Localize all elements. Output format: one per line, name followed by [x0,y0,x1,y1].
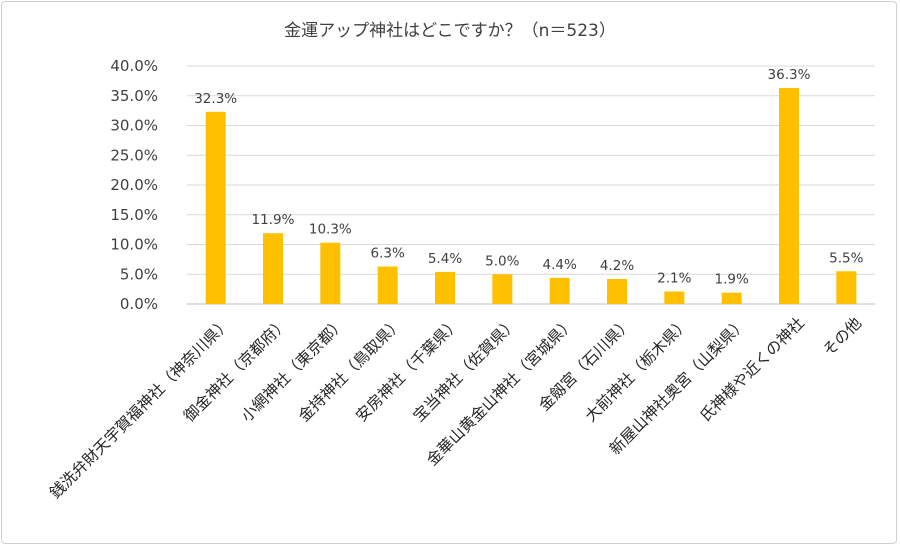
x-tick-label: 金持神社（鳥取県） [295,314,406,425]
bar [435,271,455,304]
gridlines [187,65,875,305]
x-axis: 銭洗弁財天宇賀福神社（神奈川県）御金神社（京都府）小網神社（東京都）金持神社（鳥… [46,314,865,502]
data-label: 4.2% [600,258,634,274]
x-tick-label: 小網神社（東京都） [238,314,349,425]
data-labels: 32.3% 11.9% 10.3% 6.3% 5.4% 5.0% 4.4% 4.2% 2.1% 1… [194,67,863,288]
bar [205,111,226,304]
bar [664,291,685,304]
data-label: 5.5% [829,250,863,266]
bars [205,88,857,304]
x-tick-label: 御金神社（京都府） [180,314,291,425]
y-tick-label: 15.0% [110,206,158,224]
data-label: 36.3% [768,67,811,83]
bar [492,274,513,304]
data-label: 4.4% [543,257,577,273]
data-label: 6.3% [371,246,405,262]
bar [607,279,627,304]
x-tick-label: 安房神社（千葉県） [352,314,463,425]
bar [320,242,341,304]
data-label: 1.9% [715,272,749,288]
data-label: 32.3% [194,91,237,107]
data-label: 11.9% [252,212,295,228]
x-tick-label: 大前神社（栃木県） [582,314,693,425]
y-tick-label: 10.0% [110,236,158,254]
x-tick-label: その他 [819,314,865,360]
chart-title: 金運アップ神社はどこですか？（n＝523） [284,21,616,41]
bar [721,292,742,304]
bar [779,88,799,304]
data-label: 2.1% [657,271,691,287]
y-tick-label: 5.0% [120,265,158,283]
y-tick-label: 30.0% [110,117,158,135]
data-label: 5.0% [485,253,519,269]
y-tick-label: 35.0% [110,87,158,105]
y-tick-label: 25.0% [110,146,158,164]
x-tick-label: 宝当神社（佐賀県） [410,314,521,425]
y-tick-label: 20.0% [110,176,158,194]
bar [549,277,570,304]
data-label: 10.3% [309,222,352,238]
y-tick-label: 0.0% [120,295,158,313]
y-axis: 0.0% 5.0% 10.0% 15.0% 20.0% 25.0% 30.0% 35.0% 40… [110,57,158,313]
data-label: 5.4% [428,251,462,267]
bar [377,266,398,304]
bar [263,233,283,304]
y-tick-label: 40.0% [110,57,158,75]
bar [836,271,857,304]
x-tick-label: 氏神様や近くの神社 [696,314,807,425]
